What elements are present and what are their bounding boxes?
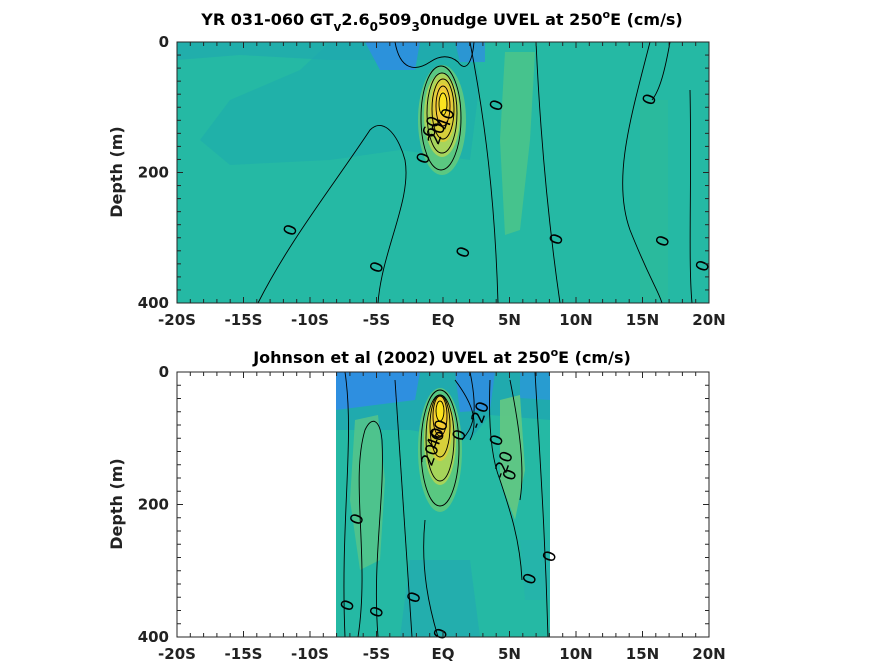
x-tick-label: 10N xyxy=(559,311,592,329)
contour-zero-line xyxy=(651,42,671,101)
x-tick-label: -20S xyxy=(158,645,196,663)
contour-zero-line xyxy=(489,379,523,581)
y-tick-label: 0 xyxy=(159,363,169,381)
contour-zero-line xyxy=(509,379,523,501)
contour-zero-line xyxy=(257,124,407,303)
contour-core xyxy=(420,65,462,171)
y-axis-label-top: Depth (m) xyxy=(107,126,126,218)
contour-minus-line xyxy=(454,379,475,441)
contour-zero-line xyxy=(343,372,349,637)
contour-zero-line xyxy=(535,42,561,303)
contour-core xyxy=(435,400,445,422)
contour-core xyxy=(426,72,458,154)
contours-bottom xyxy=(343,372,549,637)
y-tick-label: 400 xyxy=(138,294,169,312)
contour-zero-line xyxy=(394,42,475,68)
y-tick-label: 0 xyxy=(159,33,169,51)
chart-title-top: YR 031-060 GTv2.6050930nudge UVEL at 250… xyxy=(200,8,683,34)
y-axis-top: 0 200 400 xyxy=(138,33,709,312)
contour-zero-line xyxy=(394,379,413,637)
contour-zero-line xyxy=(469,42,499,303)
x-tick-label: 5N xyxy=(498,311,521,329)
contour-zero-line xyxy=(461,372,475,441)
y-axis-bottom: 0 200 400 xyxy=(138,363,709,646)
contour-zero-line xyxy=(689,89,693,303)
x-tick-label: 15N xyxy=(626,645,659,663)
y-tick-label: 400 xyxy=(138,628,169,646)
x-tick-label: EQ xyxy=(432,311,455,329)
contour-zero-line xyxy=(357,420,383,637)
x-tick-label: -20S xyxy=(158,311,196,329)
heatmap-field-top xyxy=(177,42,709,303)
contour-core xyxy=(432,395,448,437)
x-axis-bottom: -20S -15S -10S -5S EQ 5N 10N 15N 20N xyxy=(158,372,726,663)
x-tick-label: -10S xyxy=(291,311,329,329)
x-tick-label: -15S xyxy=(225,645,263,663)
contour-zero-line xyxy=(534,372,549,637)
contour-core xyxy=(429,394,451,458)
x-axis-top: -20S -15S -10S -5S EQ 5N 10N 15N 20N xyxy=(158,42,726,329)
x-tick-label: -10S xyxy=(291,645,329,663)
heatmap-field-bottom xyxy=(336,372,550,637)
x-tick-label: 15N xyxy=(626,311,659,329)
contour-core xyxy=(438,92,448,116)
contour-core xyxy=(431,78,455,140)
y-tick-label: 200 xyxy=(138,164,169,182)
contours-top xyxy=(257,42,693,303)
x-tick-label: EQ xyxy=(432,645,455,663)
x-tick-label: -15S xyxy=(225,311,263,329)
chart-title-bottom: Johnson et al (2002) UVEL at 250oE (cm/s… xyxy=(252,346,631,367)
x-tick-label: 20N xyxy=(692,311,725,329)
x-tick-label: -5S xyxy=(363,311,390,329)
x-tick-label: 10N xyxy=(559,645,592,663)
contour-zero-line xyxy=(423,519,439,637)
contour-core xyxy=(435,85,451,127)
panel-top: YR 031-060 GTv2.6050930nudge UVEL at 250… xyxy=(107,8,726,329)
y-axis-label-bottom: Depth (m) xyxy=(107,458,126,550)
y-tick-label: 200 xyxy=(138,496,169,514)
x-tick-label: 5N xyxy=(498,645,521,663)
x-tick-label: -5S xyxy=(363,645,390,663)
contour-core xyxy=(420,389,460,507)
panel-bottom: Johnson et al (2002) UVEL at 250oE (cm/s… xyxy=(107,346,726,663)
contour-zero-line xyxy=(622,42,663,303)
x-tick-label: 20N xyxy=(692,645,725,663)
